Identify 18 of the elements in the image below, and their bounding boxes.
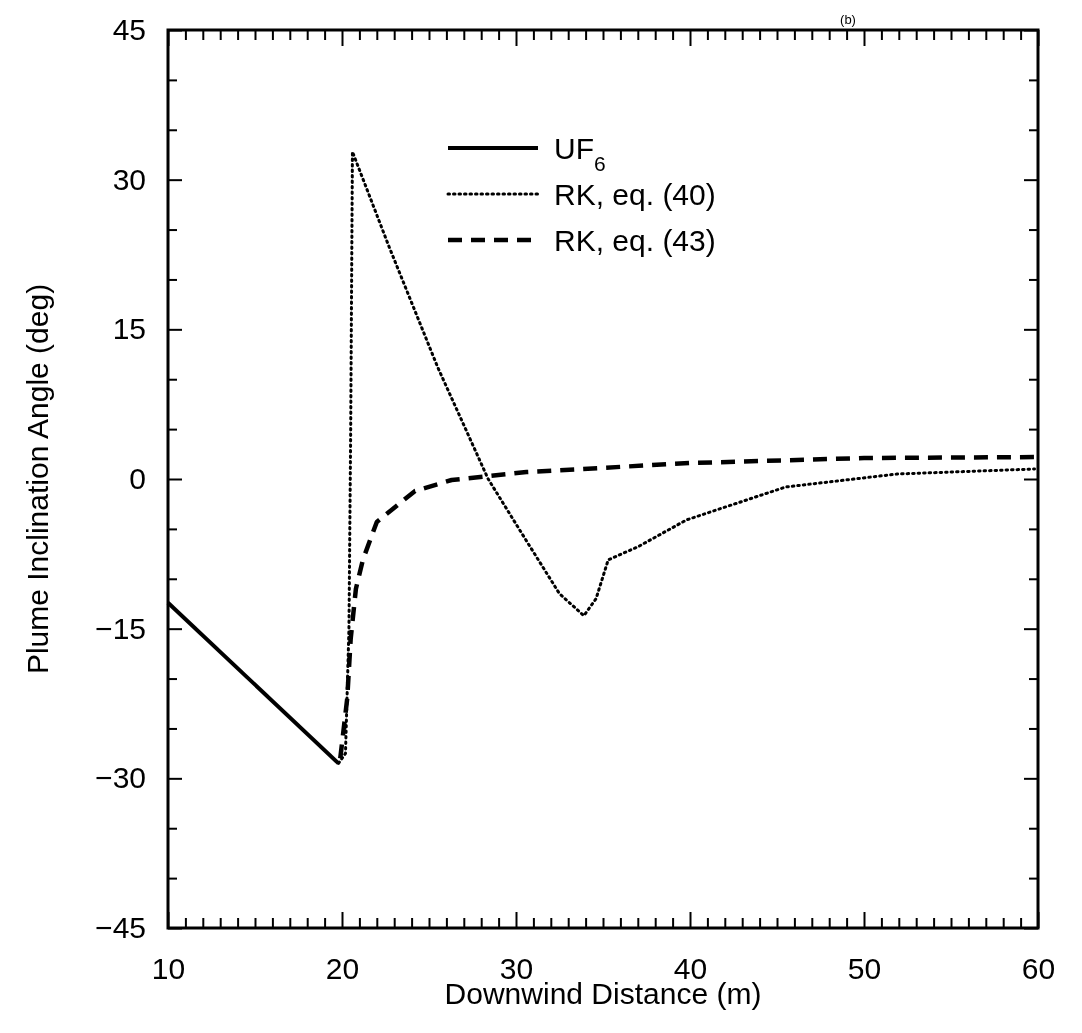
x-tick-label: 50 xyxy=(847,952,882,986)
y-tick-label: −30 xyxy=(95,761,146,795)
x-tick-label: 60 xyxy=(1021,952,1056,986)
legend-label: RK, eq. (43) xyxy=(554,224,716,257)
y-tick-label: 30 xyxy=(112,162,146,196)
x-tick-label: 40 xyxy=(673,952,708,986)
x-tick-label: 10 xyxy=(151,952,186,986)
y-tick-label: −45 xyxy=(95,911,146,945)
legend-label: UF$_{6}$ xyxy=(554,132,606,175)
x-tick-label: 30 xyxy=(499,952,534,986)
y-axis-title: Plume Inclination Angle (deg) xyxy=(21,283,54,675)
y-tick-label: 15 xyxy=(112,312,146,346)
y-tick-label: 45 xyxy=(112,13,146,47)
chart-title: (b) xyxy=(840,12,856,27)
legend-label: RK, eq. (40) xyxy=(554,178,716,211)
y-tick-label: 0 xyxy=(129,462,146,496)
x-tick-label: 20 xyxy=(325,952,360,986)
y-tick-label: −15 xyxy=(95,611,146,645)
